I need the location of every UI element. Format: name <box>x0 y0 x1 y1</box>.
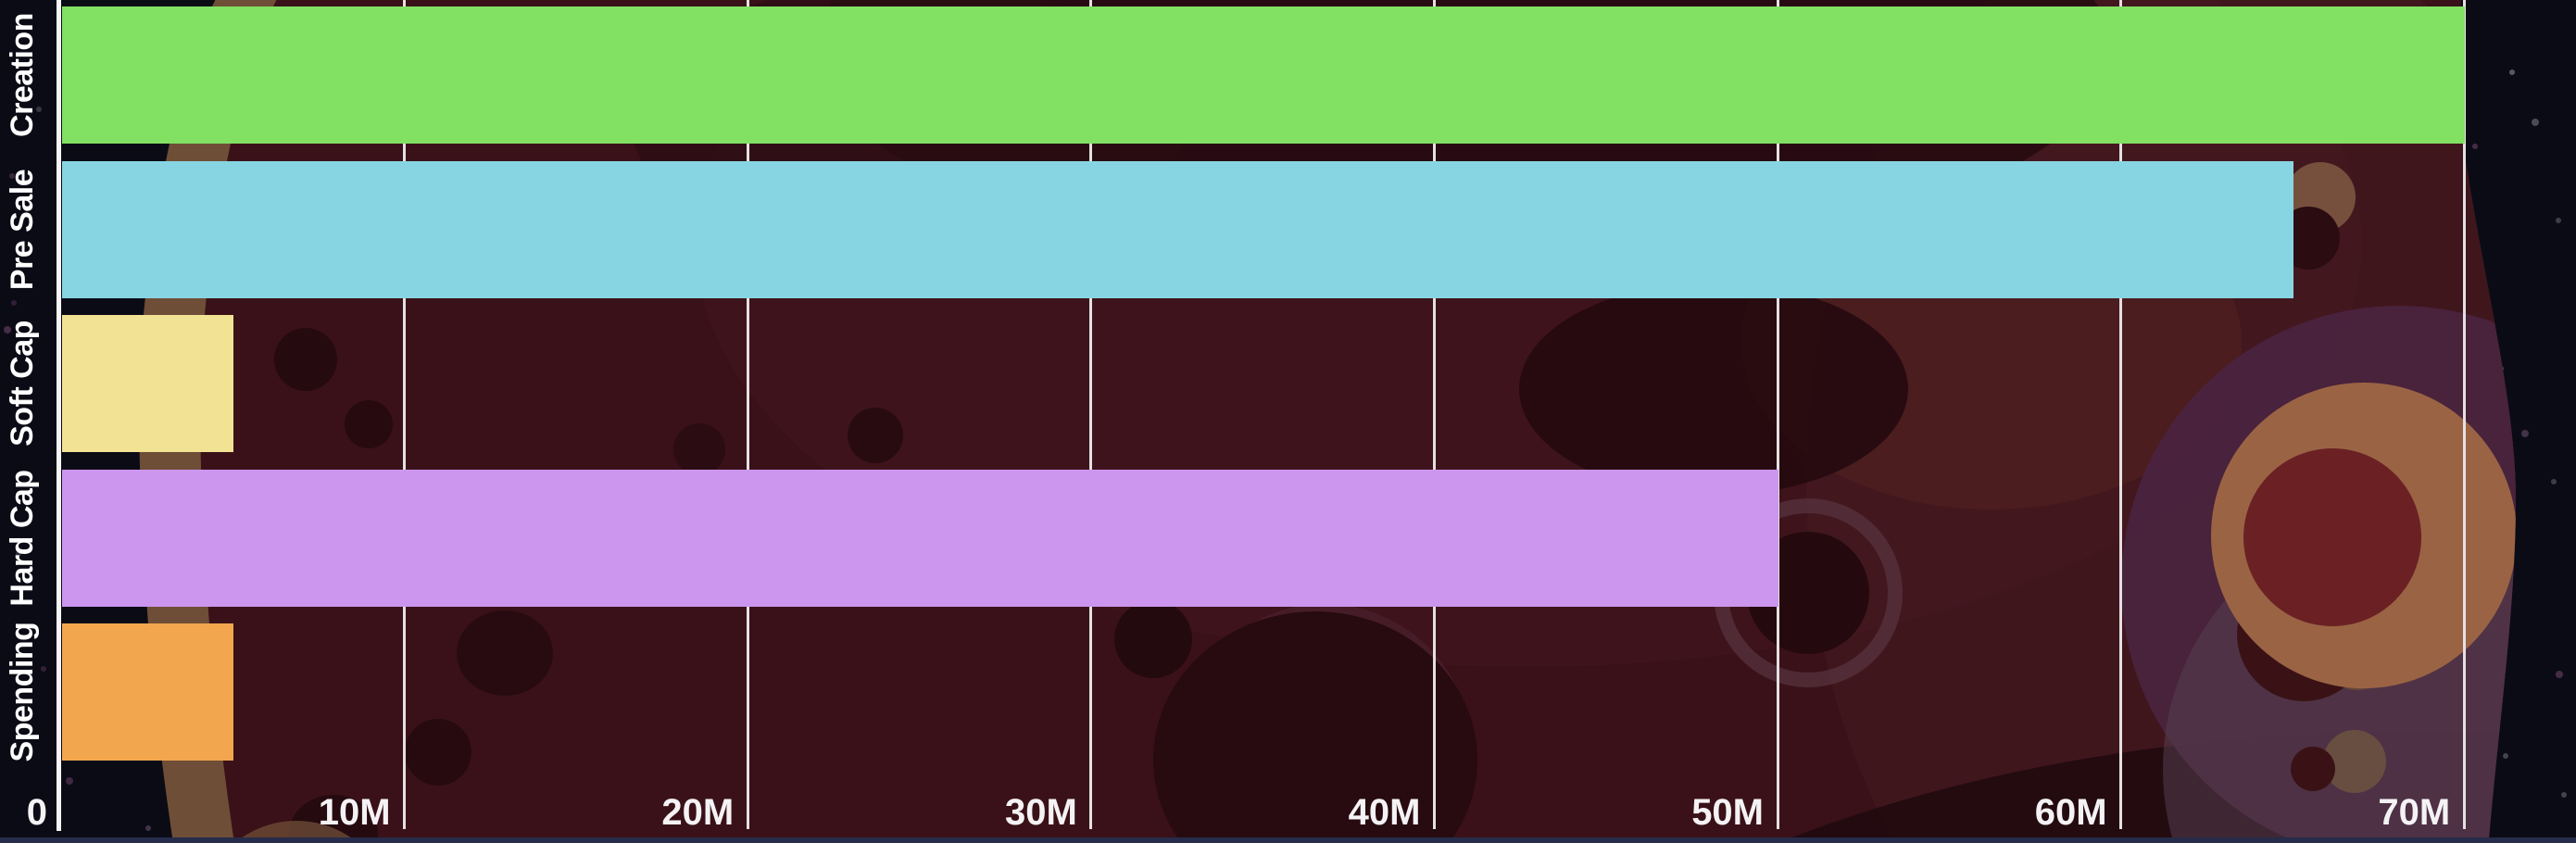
bottom-strip <box>0 837 2576 843</box>
y-axis-line <box>57 0 61 831</box>
x-tick-label-50m: 50M <box>1691 792 1764 833</box>
x-tick-label-40m: 40M <box>1348 792 1421 833</box>
bar-spending[interactable] <box>62 623 234 761</box>
x-tick-label-20m: 20M <box>661 792 735 833</box>
category-label-spending: Spending <box>4 622 40 762</box>
x-tick-label-70m: 70M <box>2378 792 2451 833</box>
x-tick-label-10m: 10M <box>318 792 391 833</box>
x-tick-label-0: 0 <box>26 792 47 833</box>
gridline-10m <box>403 0 407 829</box>
gridline-20m <box>746 0 749 829</box>
bar-hard-cap[interactable] <box>62 469 1778 607</box>
x-tick-label-60m: 60M <box>2034 792 2107 833</box>
x-tick-label-30m: 30M <box>1004 792 1077 833</box>
gridline-50m <box>1776 0 1779 829</box>
gridline-70m <box>2462 0 2466 829</box>
gridline-30m <box>1089 0 1093 829</box>
bar-soft-cap[interactable] <box>62 315 234 452</box>
gridline-40m <box>1432 0 1436 829</box>
bar-pre-sale[interactable] <box>62 160 2293 298</box>
bar-creation[interactable] <box>62 6 2466 144</box>
gridline-60m <box>2119 0 2123 829</box>
